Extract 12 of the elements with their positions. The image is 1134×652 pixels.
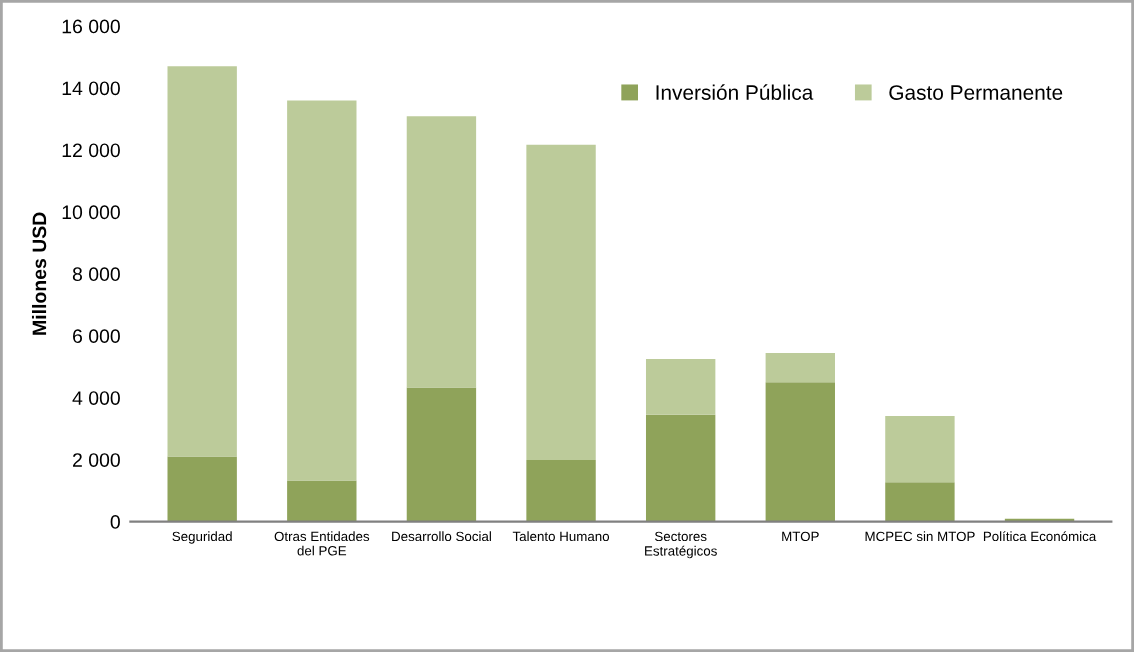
y-tick-label: 14 000 (62, 81, 120, 96)
y-tick-label: 6 000 (73, 329, 120, 344)
y-tick-label: 2 000 (73, 453, 120, 467)
y-tick-label: 12 000 (62, 143, 120, 158)
y-axis-title: Millones USD (31, 212, 47, 335)
y-tick-label: 0 (110, 515, 120, 529)
legend-label: Gasto Permanente (889, 85, 1063, 100)
y-tick-label: 4 000 (72, 391, 120, 405)
legend-label: Inversión Pública (656, 84, 814, 100)
y-tick-label: 8 000 (72, 267, 120, 282)
y-tick-label: 16 000 (62, 19, 120, 34)
y-tick-label: 10 000 (62, 205, 120, 220)
